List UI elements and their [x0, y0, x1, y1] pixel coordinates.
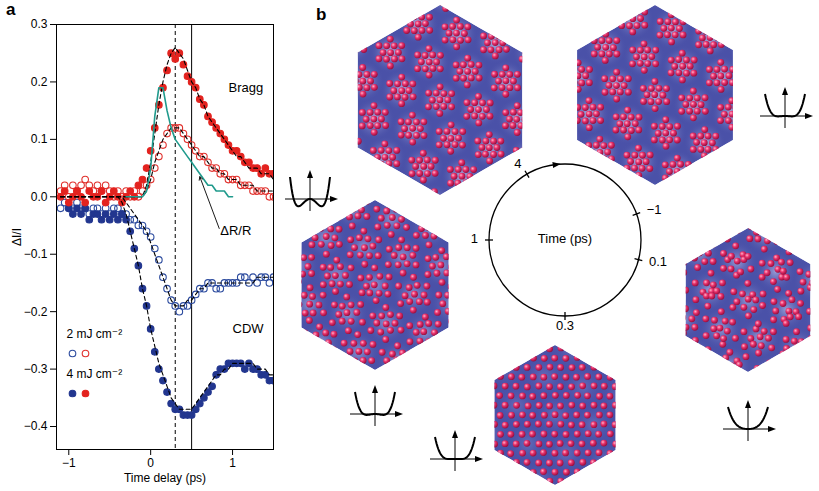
svg-text:2 mJ cm⁻²: 2 mJ cm⁻²: [67, 327, 123, 341]
svg-text:−0.1: −0.1: [24, 247, 48, 261]
svg-text:1: 1: [229, 456, 236, 470]
svg-text:0.1: 0.1: [31, 132, 48, 146]
svg-text:1: 1: [471, 231, 478, 246]
svg-text:0.1: 0.1: [649, 254, 667, 269]
svg-text:b: b: [316, 5, 326, 24]
svg-text:0: 0: [147, 456, 154, 470]
svg-text:4 mJ cm⁻²: 4 mJ cm⁻²: [67, 367, 123, 381]
svg-text:0.3: 0.3: [31, 17, 48, 31]
svg-text:0.3: 0.3: [556, 318, 574, 333]
svg-text:Time delay (ps): Time delay (ps): [124, 471, 206, 485]
svg-text:−1: −1: [647, 202, 662, 217]
svg-text:0.2: 0.2: [31, 75, 48, 89]
svg-text:−0.4: −0.4: [24, 419, 48, 433]
svg-text:CDW: CDW: [233, 321, 265, 336]
svg-text:Bragg: Bragg: [228, 80, 263, 95]
svg-text:ΔR/R: ΔR/R: [220, 223, 251, 238]
svg-text:Time (ps): Time (ps): [538, 231, 592, 246]
svg-text:0.0: 0.0: [31, 190, 48, 204]
svg-text:−0.3: −0.3: [24, 362, 48, 376]
svg-text:−0.2: −0.2: [24, 305, 48, 319]
html-text:a: a: [6, 0, 16, 19]
svg-text:ΔI/I: ΔI/I: [10, 228, 24, 246]
svg-text:−1: −1: [62, 456, 76, 470]
svg-text:4: 4: [514, 156, 521, 171]
